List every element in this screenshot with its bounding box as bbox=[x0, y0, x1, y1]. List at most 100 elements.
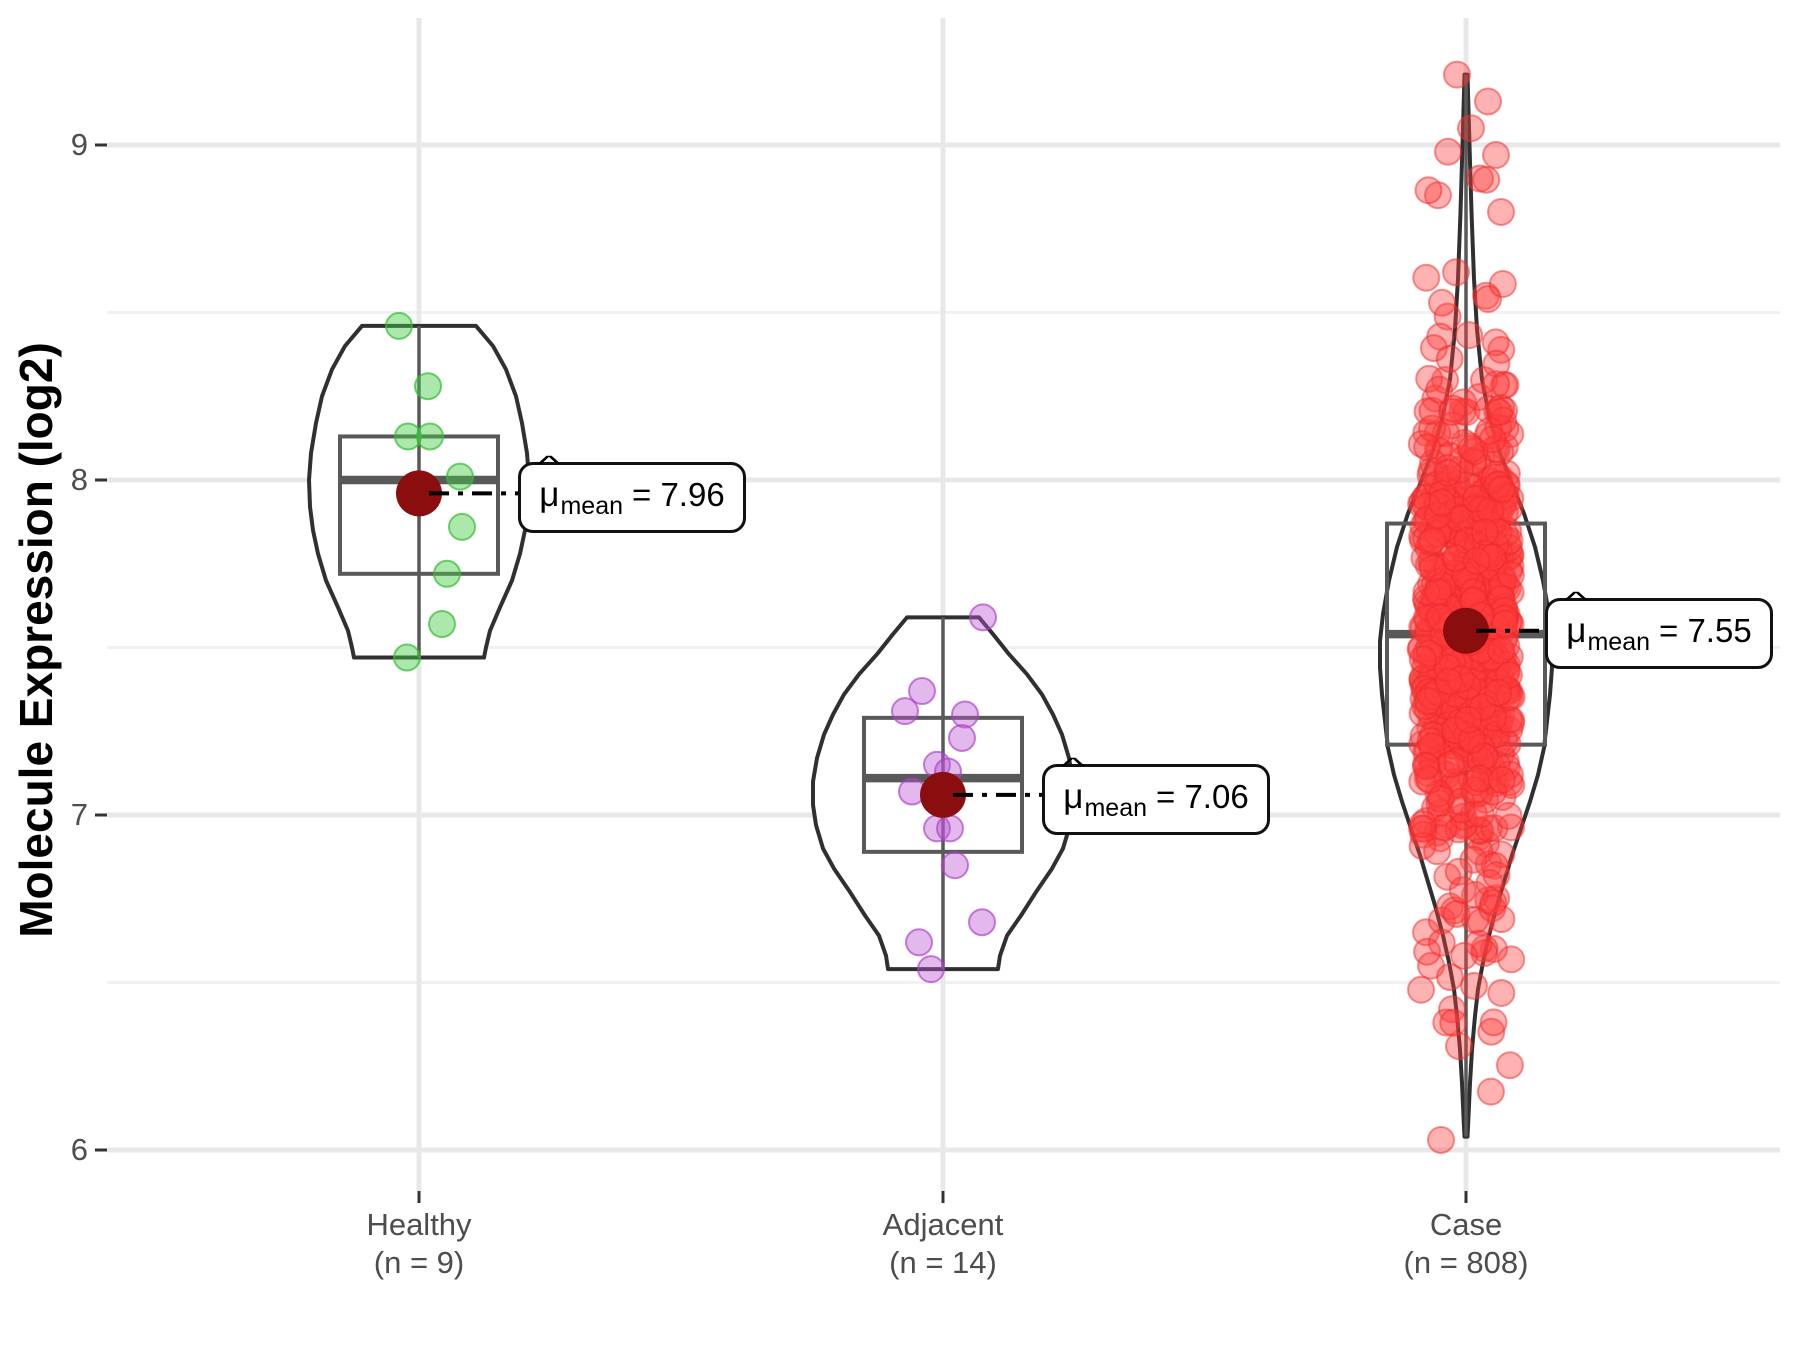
jitter-point bbox=[1427, 928, 1456, 957]
jitter-point bbox=[1432, 1008, 1461, 1037]
jitter-point bbox=[1414, 176, 1443, 205]
jitter-point bbox=[1434, 458, 1463, 487]
y-axis-tick-label: 9 bbox=[70, 127, 88, 162]
jitter-point bbox=[908, 677, 936, 706]
jitter-point bbox=[1483, 470, 1512, 499]
jitter-point bbox=[905, 928, 933, 957]
mean-annotation-label: ^ μmean = 7.96 bbox=[518, 453, 746, 533]
jitter-point bbox=[1412, 752, 1441, 781]
jitter-point bbox=[1418, 396, 1447, 425]
jitter-point bbox=[968, 908, 996, 937]
jitter-point bbox=[1450, 941, 1479, 970]
jitter-point bbox=[446, 462, 474, 491]
jitter-point bbox=[1477, 1017, 1506, 1046]
jitter-point bbox=[416, 422, 444, 451]
jitter-point bbox=[1461, 484, 1490, 513]
jitter-point bbox=[1487, 475, 1516, 504]
jitter-point bbox=[1435, 344, 1464, 373]
jitter-point bbox=[951, 700, 979, 729]
jitter-point bbox=[1408, 645, 1437, 674]
jitter-point bbox=[414, 372, 442, 401]
jitter-point bbox=[1437, 397, 1466, 426]
jitter-point bbox=[917, 955, 945, 984]
jitter-point bbox=[1414, 687, 1443, 716]
jitter-point bbox=[1488, 269, 1517, 298]
jitter-point bbox=[1413, 937, 1442, 966]
jitter-point bbox=[1482, 141, 1510, 170]
jitter-point bbox=[1476, 1077, 1505, 1106]
jitter-point bbox=[393, 643, 421, 672]
jitter-point bbox=[969, 603, 997, 632]
box-iqr bbox=[338, 434, 500, 576]
jitter-point bbox=[1442, 258, 1470, 287]
mu-letter: μ bbox=[1566, 611, 1587, 650]
jitter-point bbox=[1482, 370, 1511, 399]
jitter-point bbox=[1462, 547, 1491, 576]
jitter-point bbox=[1454, 705, 1483, 734]
hat-accent: ^ bbox=[1061, 753, 1086, 779]
mean-dot bbox=[920, 771, 966, 818]
jitter-point bbox=[1481, 328, 1510, 357]
jitter-point bbox=[1487, 978, 1516, 1007]
jitter-point bbox=[1457, 114, 1485, 143]
mu-symbol: ^ μ bbox=[537, 453, 561, 525]
jitter-point bbox=[1485, 398, 1514, 427]
jitter-point bbox=[1451, 561, 1480, 590]
jitter-point bbox=[1408, 810, 1437, 839]
hat-accent: ^ bbox=[537, 451, 562, 477]
jitter-point bbox=[1445, 1032, 1473, 1061]
jitter-point bbox=[1496, 561, 1525, 590]
jitter-point bbox=[1408, 832, 1437, 861]
jitter-point bbox=[1425, 375, 1454, 404]
jitter-point bbox=[1441, 544, 1470, 573]
jitter-point bbox=[1480, 851, 1509, 880]
jitter-point bbox=[1443, 60, 1471, 89]
mean-subscript: mean bbox=[560, 492, 624, 520]
mean-value: = 7.06 bbox=[1156, 778, 1249, 815]
jitter-point bbox=[1487, 198, 1515, 226]
jitter-point bbox=[1418, 554, 1447, 583]
x-axis-category-label: Healthy (n = 9) bbox=[259, 1206, 579, 1282]
category-name: Healthy bbox=[366, 1207, 472, 1242]
jitter-point bbox=[1482, 861, 1511, 890]
jitter-point bbox=[891, 697, 919, 726]
mu-symbol: ^ μ bbox=[1564, 589, 1588, 661]
jitter-point bbox=[1487, 765, 1516, 794]
mean-subscript: mean bbox=[1587, 628, 1651, 656]
jitter-point bbox=[1470, 518, 1499, 547]
y-axis-title: Molecule Expression (log2) bbox=[10, 342, 62, 938]
jitter-point bbox=[433, 559, 461, 588]
jitter-point bbox=[1466, 800, 1495, 829]
category-name: Adjacent bbox=[882, 1207, 1004, 1242]
jitter-point bbox=[941, 851, 969, 880]
mu-symbol: ^ μ bbox=[1061, 755, 1085, 827]
jitter-point bbox=[1455, 321, 1484, 350]
mean-value: = 7.96 bbox=[632, 476, 725, 513]
jitter-point bbox=[1427, 1125, 1455, 1154]
mean-dot bbox=[1443, 607, 1489, 654]
jitter-point bbox=[1419, 334, 1448, 363]
jitter-point bbox=[1495, 1051, 1524, 1080]
category-n: (n = 808) bbox=[1403, 1245, 1529, 1280]
jitter-point bbox=[385, 311, 413, 340]
jitter-point bbox=[1474, 285, 1503, 314]
jitter-point bbox=[1423, 577, 1452, 606]
jitter-point bbox=[1446, 504, 1475, 533]
jitter-point bbox=[1478, 425, 1507, 454]
jitter-point bbox=[1479, 1008, 1508, 1037]
mu-letter: μ bbox=[539, 475, 560, 514]
mu-letter: μ bbox=[1063, 777, 1084, 816]
mean-annotation-label: ^ μmean = 7.06 bbox=[1042, 755, 1270, 835]
jitter-point bbox=[1487, 905, 1516, 934]
jitter-point bbox=[1427, 288, 1456, 317]
jitter-point bbox=[1482, 349, 1511, 378]
jitter-point bbox=[1412, 263, 1441, 292]
jitter-point bbox=[1472, 165, 1501, 194]
jitter-point bbox=[948, 723, 976, 752]
jitter-point bbox=[1494, 801, 1523, 830]
jitter-point bbox=[1458, 725, 1487, 754]
jitter-point bbox=[1435, 963, 1464, 992]
jitter-point bbox=[1484, 678, 1513, 707]
y-axis-tick-label: 8 bbox=[70, 462, 88, 497]
